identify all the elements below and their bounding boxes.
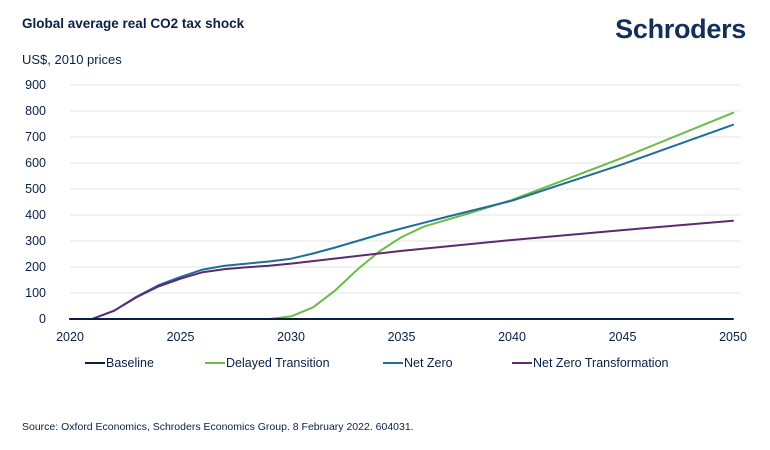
x-axis-ticks: 2020 2025 2030 2035 2040 2045 2050 xyxy=(56,330,747,344)
x-tick-label: 2025 xyxy=(167,330,195,344)
y-tick-label: 500 xyxy=(25,182,46,196)
series-line-delayed-transition xyxy=(69,111,734,320)
series-line-net-zero-transformation xyxy=(69,219,734,320)
y-tick-label: 100 xyxy=(25,286,46,300)
y-axis-ticks: 0 100 200 300 400 500 600 700 800 900 xyxy=(25,78,46,326)
y-tick-label: 600 xyxy=(25,156,46,170)
legend-label: Net Zero Transformation xyxy=(533,356,669,370)
legend-label: Net Zero xyxy=(404,356,453,370)
legend-label: Baseline xyxy=(106,356,154,370)
x-tick-label: 2050 xyxy=(719,330,747,344)
legend-item: Baseline xyxy=(85,356,154,370)
legend: Baseline Delayed Transition Net Zero Net Ze… xyxy=(85,356,669,370)
source-note: Source: Oxford Economics, Schroders Econ… xyxy=(22,421,414,433)
y-tick-label: 700 xyxy=(25,130,46,144)
y-axis-label: US$, 2010 prices xyxy=(22,52,122,67)
y-tick-label: 0 xyxy=(39,312,46,326)
legend-label: Delayed Transition xyxy=(226,356,330,370)
x-tick-label: 2030 xyxy=(277,330,305,344)
y-tick-label: 300 xyxy=(25,234,46,248)
x-tick-label: 2040 xyxy=(498,330,526,344)
x-tick-label: 2035 xyxy=(388,330,416,344)
brand-logo: Schroders xyxy=(615,14,746,44)
y-tick-label: 200 xyxy=(25,260,46,274)
series-lines xyxy=(69,111,734,320)
y-tick-label: 900 xyxy=(25,78,46,92)
x-tick-label: 2045 xyxy=(609,330,637,344)
legend-item: Net Zero xyxy=(383,356,453,370)
y-tick-label: 800 xyxy=(25,104,46,118)
x-tick-label: 2020 xyxy=(56,330,84,344)
legend-item: Net Zero Transformation xyxy=(512,356,669,370)
legend-item: Delayed Transition xyxy=(205,356,330,370)
y-tick-label: 400 xyxy=(25,208,46,222)
grid-lines xyxy=(70,84,741,294)
chart-title: Global average real CO2 tax shock xyxy=(22,16,245,31)
